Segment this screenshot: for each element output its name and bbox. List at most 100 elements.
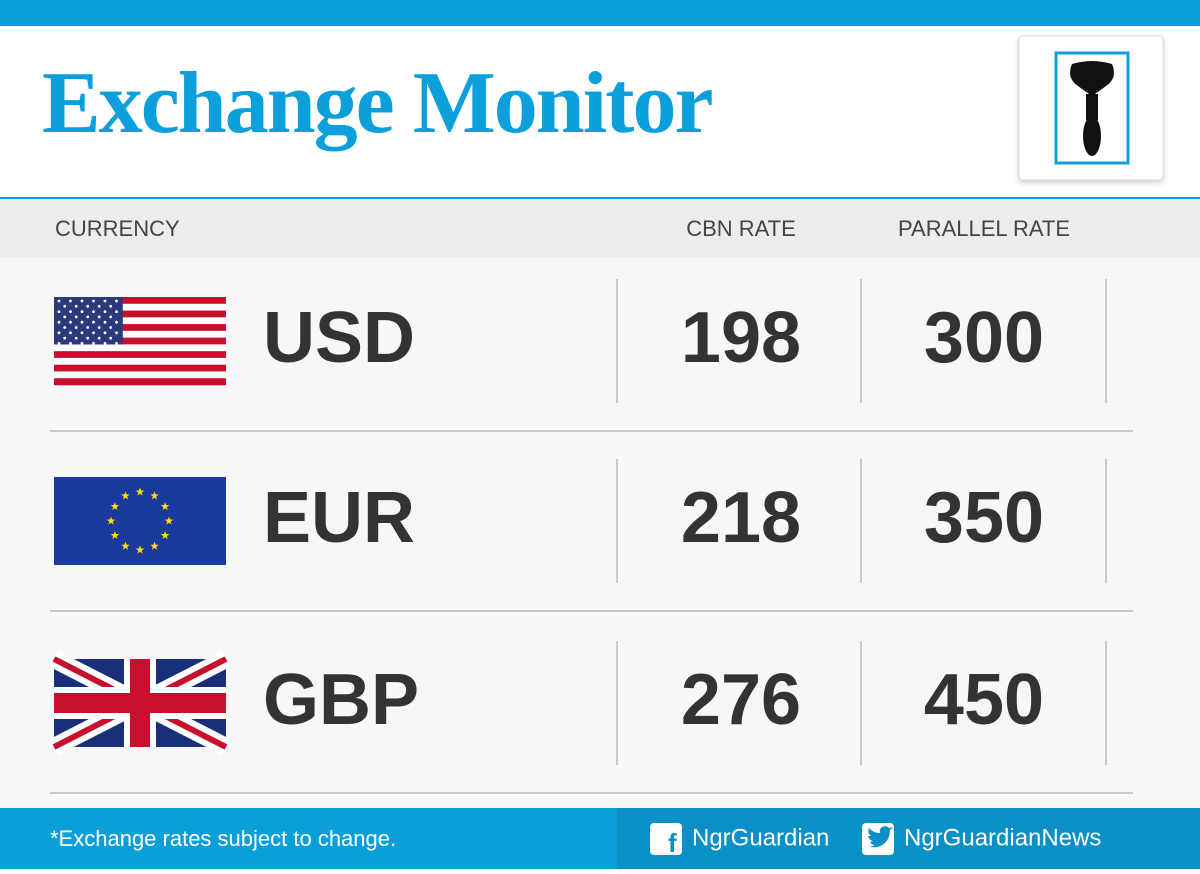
flag [54,477,226,565]
stripe [54,357,226,365]
facebook-handle[interactable]: NgrGuardian [692,824,829,851]
star [97,315,101,319]
currency-code: EUR [263,478,415,558]
canton [54,297,123,345]
flag [54,297,226,386]
currency-code: USD [263,298,415,378]
star [109,304,113,308]
header [0,26,1200,198]
star [69,342,72,345]
row: USD 198 300 [50,279,1133,432]
star [135,487,145,496]
star [69,331,72,335]
twitter-glyph [868,826,893,848]
cbn-rate: 198 [681,298,801,378]
title: Exchange Monitor [42,55,712,152]
star [74,336,78,340]
star [121,541,130,550]
header-rule [0,197,1200,199]
column-label: CURRENCY [55,216,180,241]
star [63,326,67,329]
stripe [54,324,226,332]
star [109,315,113,319]
star [150,541,159,550]
cross-red [130,659,150,747]
star [80,331,84,335]
star [74,326,78,329]
star [92,320,95,324]
currency-code: GBP [263,660,419,740]
star [80,320,84,324]
star [80,310,84,313]
star [86,315,90,319]
star [92,299,95,303]
star [109,336,113,340]
star [80,299,84,303]
star [57,342,61,345]
stripe [54,297,226,305]
stripe [54,317,226,325]
twitter-handle[interactable]: NgrGuardianNews [904,824,1101,851]
star [103,331,107,335]
stripe [54,351,226,359]
star [115,299,118,303]
footnote: *Exchange rates subject to change. [50,826,396,851]
star [69,299,72,303]
star [115,342,118,345]
star [57,299,61,303]
stripe [54,364,226,372]
column-label: CBN RATE [686,216,796,241]
star [63,315,67,319]
star [97,326,101,329]
parallel-rate: 350 [924,478,1044,558]
stripe [54,337,226,345]
star [150,491,159,500]
star [106,516,116,525]
star [97,336,101,340]
star [63,336,67,340]
star [103,342,107,345]
cbn-rate: 276 [681,660,801,740]
stripe [54,303,226,311]
star [74,304,78,308]
star [115,331,118,335]
star [57,331,61,335]
star [115,320,118,324]
star [63,304,67,308]
star [160,531,170,540]
star [103,310,107,313]
star [86,304,90,308]
star [86,336,90,340]
parallel-rate: 450 [924,660,1044,740]
column-header [0,200,1200,258]
top-bar [0,0,1200,26]
star [135,545,145,554]
footer-social [617,808,1200,869]
stripe [54,310,226,318]
stripe [54,378,226,386]
facebook-glyph: f [668,828,677,858]
cbn-rate: 218 [681,478,801,558]
star [74,315,78,319]
star [115,310,118,313]
star [121,491,130,500]
row: EUR 218 350 [50,459,1133,612]
star [103,299,107,303]
stripe [54,344,226,352]
facebook-icon [650,823,682,855]
row: GBP 276 450 [49,641,1133,794]
star [69,320,72,324]
stripe [54,371,226,379]
stripe [54,330,226,338]
star [69,310,72,313]
star [86,326,90,329]
parallel-rate: 300 [924,298,1044,378]
star [97,304,101,308]
logo [1018,35,1164,181]
star [57,310,61,313]
star [110,531,120,540]
star [109,326,113,329]
star [103,320,107,324]
